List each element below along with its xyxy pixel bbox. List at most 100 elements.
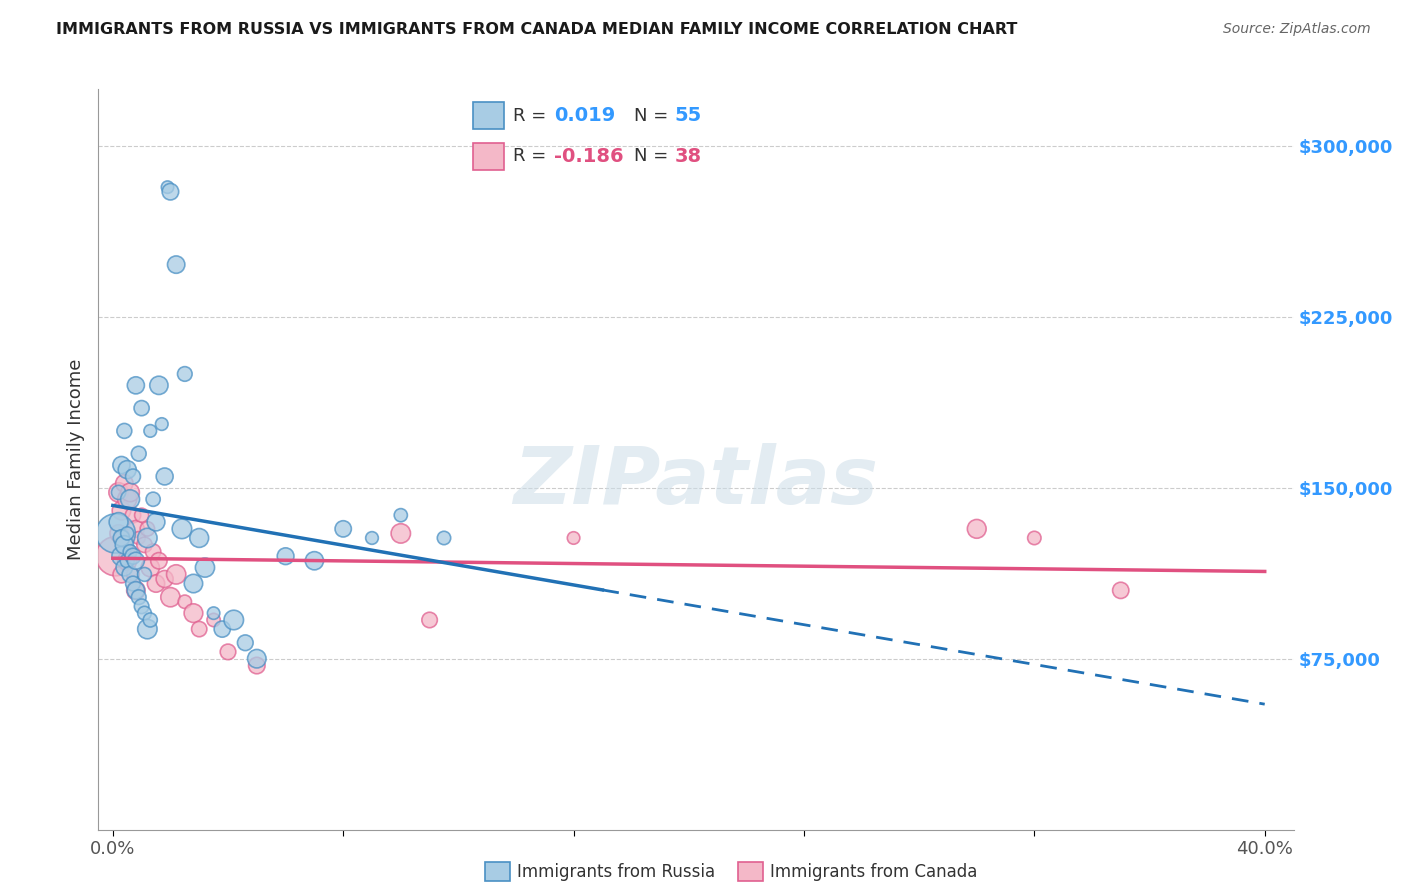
- Point: [233, 636, 256, 650]
- Point: [165, 258, 187, 272]
- Point: [202, 606, 225, 620]
- Point: [304, 554, 326, 568]
- Point: [136, 531, 159, 545]
- Point: [183, 606, 205, 620]
- Point: [211, 622, 233, 636]
- Point: [110, 503, 132, 517]
- Point: [183, 576, 205, 591]
- Point: [120, 544, 142, 558]
- Point: [115, 554, 138, 568]
- Point: [188, 531, 211, 545]
- Point: [332, 522, 354, 536]
- Point: [107, 485, 129, 500]
- Text: 38: 38: [675, 147, 702, 166]
- Point: [120, 567, 142, 582]
- Text: N =: N =: [634, 107, 673, 125]
- Point: [115, 462, 138, 476]
- Point: [112, 531, 135, 545]
- Point: [131, 599, 153, 614]
- Point: [966, 522, 988, 536]
- Point: [110, 549, 132, 564]
- Point: [104, 526, 127, 541]
- Point: [120, 492, 142, 507]
- Point: [1109, 583, 1132, 598]
- Point: [389, 508, 412, 523]
- Point: [112, 476, 135, 491]
- Point: [153, 469, 176, 483]
- Point: [150, 417, 173, 431]
- Text: Immigrants from Canada: Immigrants from Canada: [770, 863, 977, 881]
- FancyBboxPatch shape: [474, 143, 505, 169]
- Point: [125, 522, 148, 536]
- Point: [562, 531, 585, 545]
- Point: [122, 508, 145, 523]
- Point: [202, 613, 225, 627]
- Point: [159, 591, 181, 605]
- Point: [246, 658, 269, 673]
- Point: [194, 560, 217, 574]
- Text: 0.019: 0.019: [554, 106, 614, 125]
- Point: [110, 567, 132, 582]
- Point: [222, 613, 245, 627]
- Point: [145, 576, 167, 591]
- Point: [361, 531, 384, 545]
- Point: [170, 522, 193, 536]
- Point: [120, 485, 142, 500]
- Point: [104, 549, 127, 564]
- Point: [125, 554, 148, 568]
- Text: N =: N =: [634, 147, 673, 165]
- Point: [128, 531, 150, 545]
- Point: [128, 591, 150, 605]
- Point: [217, 645, 239, 659]
- Point: [122, 549, 145, 564]
- Point: [115, 554, 138, 568]
- Point: [142, 492, 165, 507]
- Point: [145, 515, 167, 529]
- Point: [131, 508, 153, 523]
- Point: [122, 567, 145, 582]
- Point: [120, 544, 142, 558]
- Text: R =: R =: [513, 107, 553, 125]
- Point: [136, 622, 159, 636]
- Point: [112, 560, 135, 574]
- Point: [153, 572, 176, 586]
- Text: IMMIGRANTS FROM RUSSIA VS IMMIGRANTS FROM CANADA MEDIAN FAMILY INCOME CORRELATIO: IMMIGRANTS FROM RUSSIA VS IMMIGRANTS FRO…: [56, 22, 1018, 37]
- Text: 55: 55: [675, 106, 702, 125]
- Point: [115, 526, 138, 541]
- Point: [134, 567, 156, 582]
- Point: [173, 595, 195, 609]
- Point: [1024, 531, 1046, 545]
- Point: [433, 531, 456, 545]
- Text: Immigrants from Russia: Immigrants from Russia: [517, 863, 716, 881]
- Point: [112, 424, 135, 438]
- Text: -0.186: -0.186: [554, 147, 623, 166]
- Point: [246, 651, 269, 665]
- Point: [134, 538, 156, 552]
- Point: [112, 538, 135, 552]
- Point: [134, 606, 156, 620]
- Point: [125, 583, 148, 598]
- Point: [115, 492, 138, 507]
- FancyBboxPatch shape: [474, 103, 505, 129]
- Point: [125, 583, 148, 598]
- Point: [419, 613, 441, 627]
- Point: [139, 560, 162, 574]
- Point: [165, 567, 187, 582]
- Point: [148, 554, 170, 568]
- Point: [107, 515, 129, 529]
- Text: Source: ZipAtlas.com: Source: ZipAtlas.com: [1223, 22, 1371, 37]
- Point: [148, 378, 170, 392]
- Point: [389, 526, 412, 541]
- Point: [188, 622, 211, 636]
- Point: [139, 613, 162, 627]
- Point: [122, 576, 145, 591]
- Point: [156, 180, 179, 194]
- Point: [110, 458, 132, 472]
- Point: [110, 531, 132, 545]
- Point: [142, 544, 165, 558]
- Y-axis label: Median Family Income: Median Family Income: [66, 359, 84, 560]
- Point: [274, 549, 297, 564]
- Point: [139, 424, 162, 438]
- Point: [107, 485, 129, 500]
- Point: [122, 469, 145, 483]
